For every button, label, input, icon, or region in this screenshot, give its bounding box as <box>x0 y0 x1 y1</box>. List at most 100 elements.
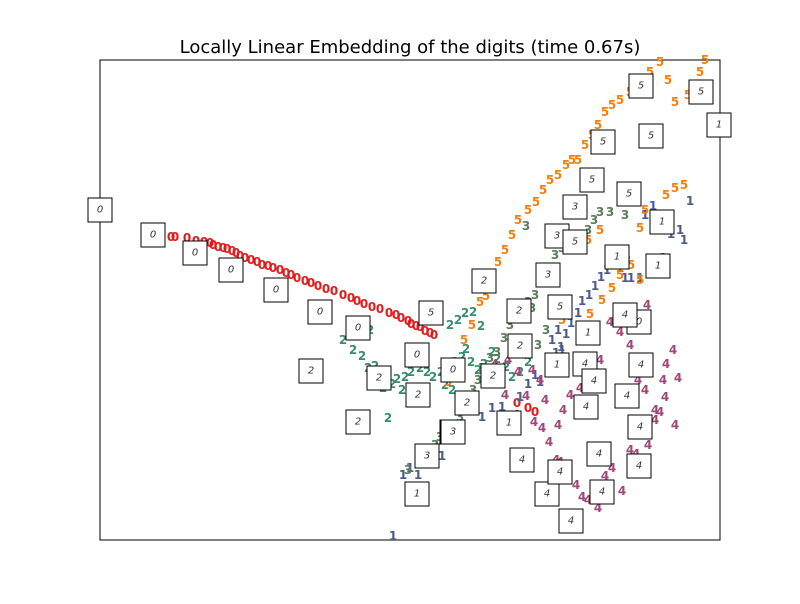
scatter-point-digit-5: 5 <box>662 188 670 202</box>
digit-thumbnail: 0 <box>218 257 244 283</box>
digit-thumbnail: 0 <box>87 197 113 223</box>
digit-thumbnail: 4 <box>581 368 607 394</box>
scatter-point-digit-4: 4 <box>545 435 553 449</box>
scatter-point-digit-3: 3 <box>528 301 536 315</box>
thumbnail-digit-glyph: 5 <box>698 87 704 98</box>
scatter-point-digit-3: 3 <box>474 373 482 387</box>
scatter-point-digit-0: 0 <box>347 291 355 305</box>
scatter-point-digit-1: 1 <box>649 199 657 213</box>
thumbnail-frame <box>440 357 466 383</box>
digit-thumbnail: 4 <box>614 383 640 409</box>
scatter-point-digit-2: 2 <box>429 370 437 384</box>
scatter-point-digit-3: 3 <box>534 338 542 352</box>
scatter-point-digit-1: 1 <box>406 461 414 475</box>
scatter-point-digit-1: 1 <box>562 327 570 341</box>
scatter-point-digit-1: 1 <box>438 449 446 463</box>
thumbnail-frame <box>562 194 588 220</box>
scatter-point-digit-4: 4 <box>572 478 580 492</box>
scatter-point-digit-1: 1 <box>554 323 562 337</box>
scatter-point-digit-5: 5 <box>696 65 704 79</box>
scatter-point-digit-0: 0 <box>228 244 236 258</box>
scatter-point-digit-4: 4 <box>651 403 659 417</box>
scatter-point-digit-4: 4 <box>608 461 616 475</box>
thumbnail-frame <box>405 382 431 408</box>
thumbnail-frame <box>366 365 392 391</box>
scatter-point-digit-4: 4 <box>522 389 530 403</box>
thumbnail-digit-glyph: 4 <box>582 359 588 370</box>
digit-thumbnail: 1 <box>604 244 630 270</box>
digit-thumbnail: 5 <box>562 229 588 255</box>
scatter-point-digit-4: 4 <box>626 443 634 457</box>
thumbnail-digit-glyph: 0 <box>228 265 234 276</box>
scatter-point-digit-0: 0 <box>426 326 434 340</box>
scatter-point-digit-2: 2 <box>416 361 424 375</box>
digit-thumbnail: 2 <box>298 358 324 384</box>
scatter-point-digit-4: 4 <box>674 371 682 385</box>
scatter-point-digit-1: 1 <box>597 270 605 284</box>
scatter-point-digit-0: 0 <box>206 236 214 250</box>
thumbnail-digit-glyph: 5 <box>572 237 578 248</box>
thumbnail-frame <box>558 508 584 534</box>
thumbnail-frame <box>590 129 616 155</box>
scatter-point-digit-2: 2 <box>469 305 477 319</box>
scatter-point-digit-5: 5 <box>476 295 484 309</box>
thumbnail-frame <box>649 209 675 235</box>
thumbnail-digit-glyph: 0 <box>414 350 420 361</box>
thumbnail-digit-glyph: 3 <box>572 202 578 213</box>
thumbnail-digit-glyph: 1 <box>614 252 620 263</box>
thumbnail-digit-glyph: 3 <box>554 231 560 242</box>
scatter-point-digit-5: 5 <box>616 268 624 282</box>
thumbnail-frame <box>688 79 714 105</box>
scatter-point-digit-4: 4 <box>578 490 586 504</box>
scatter-point-digit-0: 0 <box>253 255 261 269</box>
scatter-point-digit-3: 3 <box>506 318 514 332</box>
thumbnail-frame <box>645 253 671 279</box>
scatter-point-digit-1: 1 <box>621 271 629 285</box>
thumbnail-frame <box>507 333 533 359</box>
scatter-point-digit-5: 5 <box>627 258 635 272</box>
digit-thumbnail: 1 <box>575 320 601 346</box>
digit-thumbnail: 5 <box>616 181 642 207</box>
digit-thumbnail: 5 <box>579 167 605 193</box>
scatter-point-digit-4: 4 <box>501 388 509 402</box>
scatter-point-digit-1: 1 <box>478 410 486 424</box>
scatter-point-digit-0: 0 <box>430 328 438 342</box>
scatter-point-digit-2: 2 <box>493 352 501 366</box>
scatter-point-digit-0: 0 <box>330 284 338 298</box>
scatter-point-digit-0: 0 <box>392 308 400 322</box>
scatter-point-digit-0: 0 <box>223 242 231 256</box>
thumbnail-digit-glyph: 4 <box>622 310 628 321</box>
thumbnail-digit-glyph: 4 <box>519 455 525 466</box>
scatter-point-digit-2: 2 <box>407 365 415 379</box>
thumbnail-digit-glyph: 4 <box>568 516 574 527</box>
digit-thumbnail: 2 <box>405 382 431 408</box>
thumbnail-digit-glyph: 2 <box>308 366 314 377</box>
thumbnail-frame <box>627 414 653 440</box>
thumbnail-digit-glyph: 0 <box>355 323 361 334</box>
scatter-point-digit-5: 5 <box>671 181 679 195</box>
scatter-point-digit-5: 5 <box>508 228 516 242</box>
thumbnail-frame <box>638 123 664 149</box>
scatter-point-digit-2: 2 <box>502 360 510 374</box>
digit-thumbnail: 0 <box>440 357 466 383</box>
scatter-point-digit-0: 0 <box>264 259 272 273</box>
digit-thumbnail: 4 <box>626 453 652 479</box>
scatter-point-digit-4: 4 <box>554 418 562 432</box>
scatter-point-digit-1: 1 <box>558 343 566 357</box>
thumbnail-digit-glyph: 0 <box>192 248 198 259</box>
scatter-point-digit-5: 5 <box>701 53 709 67</box>
scatter-point-digit-4: 4 <box>538 421 546 435</box>
scatter-point-digit-5: 5 <box>501 243 509 257</box>
scatter-point-digit-1: 1 <box>498 400 506 414</box>
scatter-point-digit-3: 3 <box>456 410 464 424</box>
scatter-point-digit-3: 3 <box>606 205 614 219</box>
scatter-point-digit-1: 1 <box>585 288 593 302</box>
scatter-point-digit-4: 4 <box>659 373 667 387</box>
thumbnail-frame <box>440 419 466 445</box>
thumbnail-frame <box>218 257 244 283</box>
scatter-point-digit-5: 5 <box>636 273 644 287</box>
scatter-point-digit-2: 2 <box>339 333 347 347</box>
thumbnail-frame <box>480 363 506 389</box>
thumbnail-digit-glyph: 1 <box>554 360 560 371</box>
scatter-point-digit-4: 4 <box>634 373 642 387</box>
